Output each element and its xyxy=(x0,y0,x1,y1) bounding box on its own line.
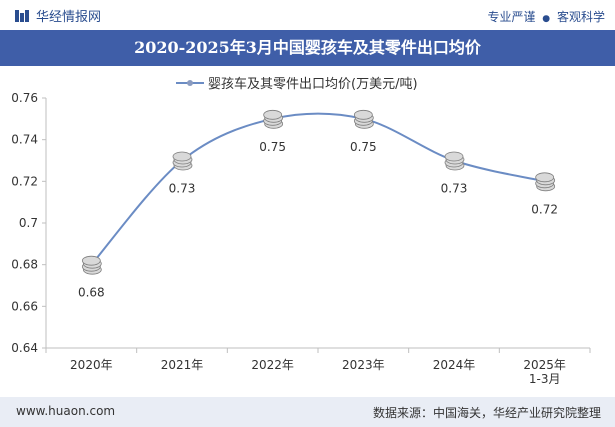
data-label: 0.72 xyxy=(531,202,558,216)
x-tick-label: 2021年 xyxy=(161,358,204,372)
website-link[interactable]: www.huaon.com xyxy=(16,404,116,418)
data-label: 0.75 xyxy=(350,140,377,154)
data-point-marker xyxy=(444,151,465,171)
y-tick-label: 0.7 xyxy=(19,216,38,230)
legend: 婴孩车及其零件出口均价(万美元/吨) xyxy=(176,76,418,92)
data-point-marker xyxy=(263,109,284,129)
markers xyxy=(81,109,556,275)
x-axis-ticks: 2020年 2021年 2022年 2023年 2024年 2025年 1-3月 xyxy=(45,348,591,386)
data-point-marker xyxy=(353,109,374,129)
footer: www.huaon.com 数据来源：中国海关，华经产业研究院整理 xyxy=(0,397,615,427)
data-label: 0.75 xyxy=(259,140,286,154)
slogan-left: 专业严谨 xyxy=(487,10,536,24)
y-tick-label: 0.66 xyxy=(11,299,38,313)
series-line xyxy=(90,112,545,266)
title-bar: 2020-2025年3月中国婴孩车及其零件出口均价 xyxy=(0,30,615,66)
x-tick-label: 2022年 xyxy=(251,358,294,372)
data-labels: 0.68 0.73 0.75 0.75 0.73 0.72 xyxy=(78,140,558,300)
y-tick-label: 0.72 xyxy=(11,174,38,188)
y-tick-label: 0.76 xyxy=(11,91,38,105)
legend-marker-swatch xyxy=(187,80,193,86)
legend-label: 婴孩车及其零件出口均价(万美元/吨) xyxy=(208,76,418,92)
data-label: 0.73 xyxy=(169,182,196,196)
chart: 0.640.660.680.70.720.740.76 2020年 2021年 20… xyxy=(11,76,591,386)
slogan-right: 客观科学 xyxy=(556,10,605,24)
chart-title: 2020-2025年3月中国婴孩车及其零件出口均价 xyxy=(134,38,481,57)
y-axis-ticks: 0.64 0.66 0.68 0.7 0.72 0.74 0.76 xyxy=(11,91,46,355)
y-tick-label: 0.74 xyxy=(11,133,38,147)
y-tick-label: 0.64 xyxy=(11,341,38,355)
brand-logo-icon xyxy=(15,9,29,22)
slogan-bullet: ● xyxy=(542,14,551,24)
data-point-marker xyxy=(535,172,556,192)
series xyxy=(90,112,545,266)
slogan: 专业严谨 ● 客观科学 xyxy=(487,8,605,25)
data-source: 数据来源：中国海关，华经产业研究院整理 xyxy=(372,406,601,420)
brand[interactable]: 华经情报网 xyxy=(14,6,101,25)
y-tick-label: 0.68 xyxy=(11,258,38,272)
x-tick-label: 2025年 1-3月 xyxy=(523,358,566,386)
data-label: 0.73 xyxy=(441,182,468,196)
x-tick-label: 2020年 xyxy=(70,358,113,372)
brand-name: 华经情报网 xyxy=(36,10,102,25)
x-tick-label: 2024年 xyxy=(433,358,476,372)
x-tick-label: 2023年 xyxy=(342,358,385,372)
data-point-marker xyxy=(172,151,193,171)
data-point-marker xyxy=(81,255,102,275)
top-bar: 华经情报网 专业严谨 ● 客观科学 xyxy=(0,0,615,30)
axes xyxy=(45,98,590,349)
data-label: 0.68 xyxy=(78,286,105,300)
